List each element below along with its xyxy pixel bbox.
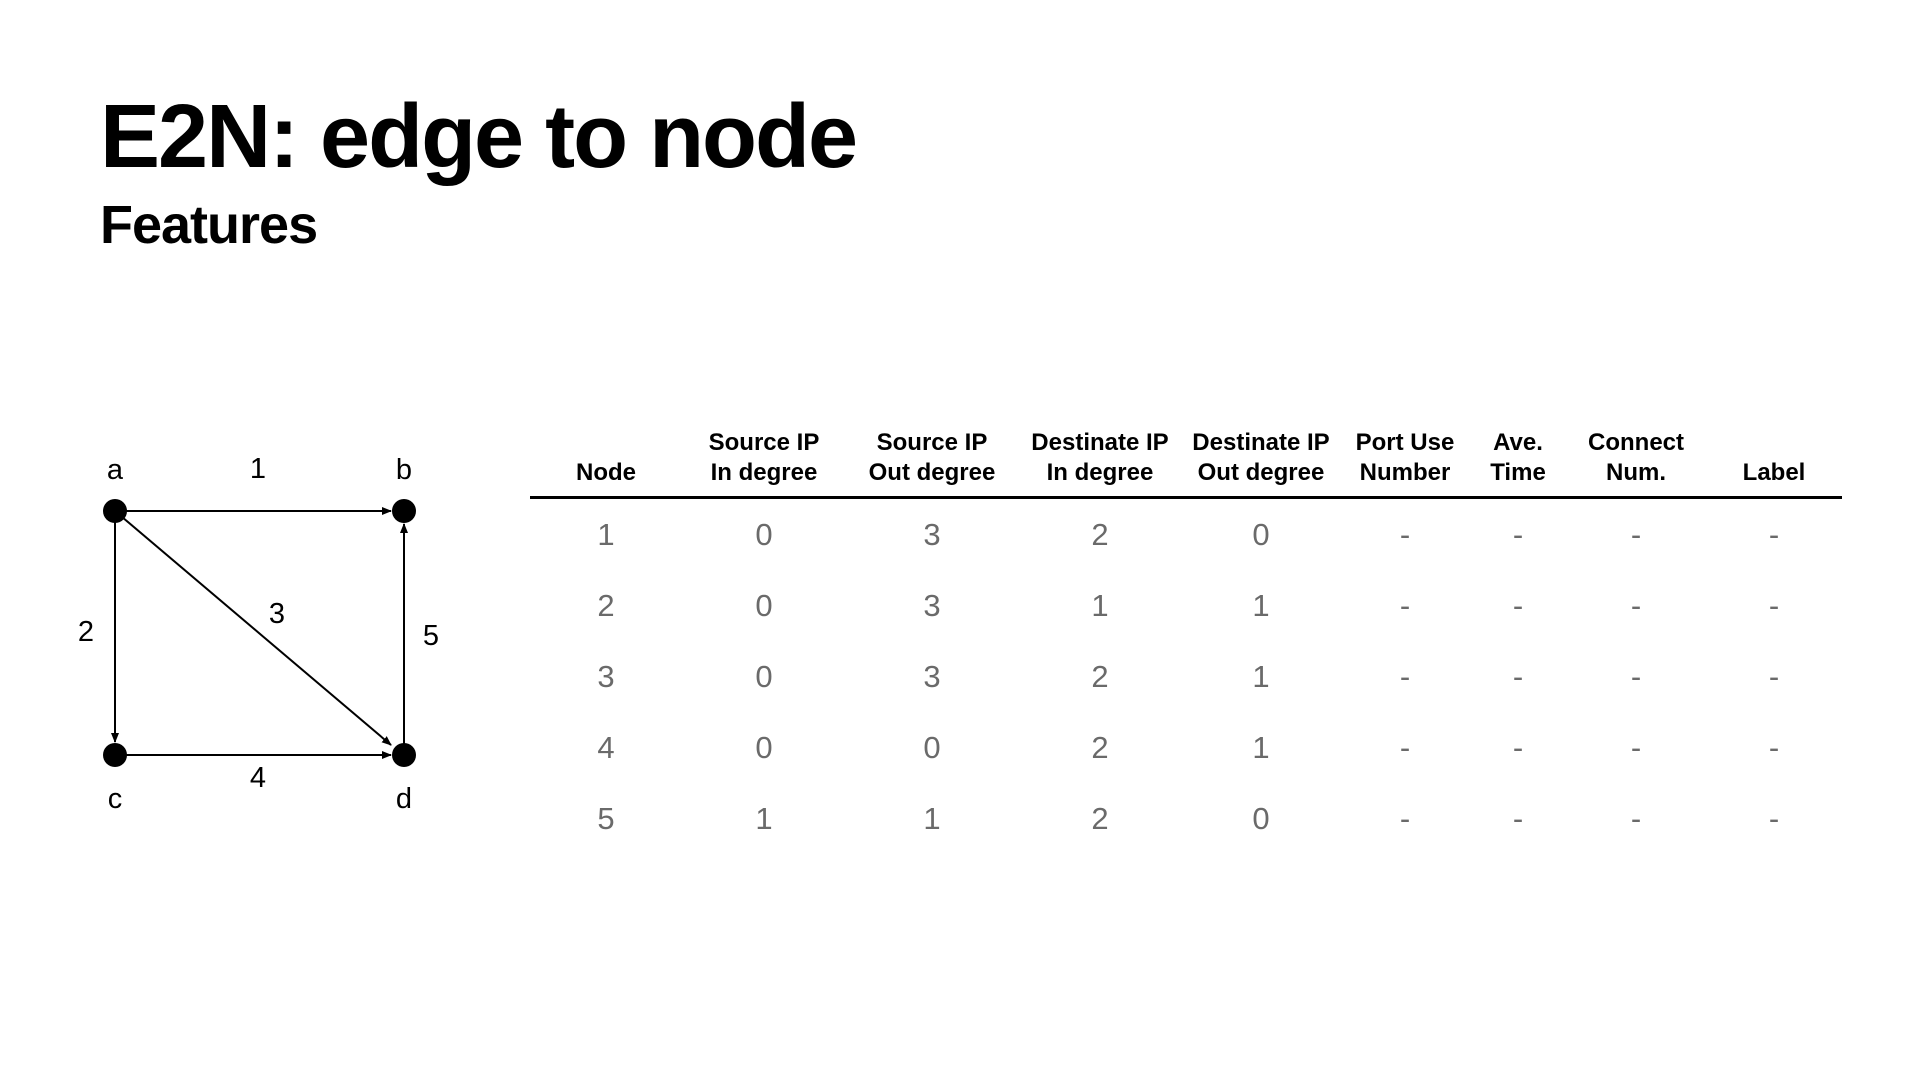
node-label-a: a: [107, 454, 124, 486]
edge-3-line: [114, 510, 392, 746]
node-c: [103, 743, 127, 767]
col-header-node: Node: [530, 428, 682, 499]
table-cell: -: [1768, 587, 1780, 623]
table-cell: 2: [1091, 516, 1109, 552]
table-cell: 1: [755, 800, 773, 836]
table-cell: -: [1512, 729, 1524, 765]
table-cell: -: [1512, 587, 1524, 623]
slide-title: E2N: edge to node: [100, 87, 858, 187]
table-row: 1 0 3 2 0 - - - -: [530, 498, 1842, 571]
table-cell: 2: [597, 587, 615, 623]
table-cell: 0: [755, 658, 773, 694]
table-cell: -: [1512, 658, 1524, 694]
node-label-c: c: [108, 783, 123, 815]
edge-label-3: 3: [269, 598, 285, 630]
table-cell: -: [1630, 658, 1642, 694]
col-header-destinate-ip-in-degree: Destinate IP In degree: [1018, 428, 1182, 499]
table-cell: 1: [1252, 729, 1270, 765]
col-header-source-ip-in-degree: Source IP In degree: [682, 428, 846, 499]
graph-diagram: a b c d 1 2 3 4 5: [78, 453, 439, 815]
table-cell: 3: [923, 587, 941, 623]
table-row: 3 0 3 2 1 - - - -: [530, 641, 1842, 712]
table-cell: 1: [1091, 587, 1109, 623]
col-header-connect-num: Connect Num.: [1566, 428, 1706, 499]
node-b: [392, 499, 416, 523]
table-cell: -: [1512, 800, 1524, 836]
edge-label-5: 5: [423, 620, 439, 652]
table-cell: -: [1399, 658, 1411, 694]
table-cell: 3: [597, 658, 615, 694]
table-cell: -: [1768, 658, 1780, 694]
table-cell: 0: [755, 516, 773, 552]
table-cell: 2: [1091, 800, 1109, 836]
table-cell: -: [1630, 729, 1642, 765]
table-cell: 0: [755, 587, 773, 623]
table-cell: -: [1399, 516, 1411, 552]
node-d: [392, 743, 416, 767]
edge-label-2: 2: [78, 616, 94, 648]
table-cell: 0: [1252, 800, 1270, 836]
table-cell: 3: [923, 658, 941, 694]
table-cell: -: [1512, 516, 1524, 552]
node-label-d: d: [396, 783, 412, 815]
table-cell: 1: [597, 516, 615, 552]
table-cell: 2: [1091, 729, 1109, 765]
table-cell: -: [1768, 516, 1780, 552]
table-cell: 1: [1252, 587, 1270, 623]
col-header-port-use-number: Port Use Number: [1340, 428, 1470, 499]
table-cell: 0: [1252, 516, 1270, 552]
table-cell: 5: [597, 800, 615, 836]
table-cell: 2: [1091, 658, 1109, 694]
col-header-label: Label: [1706, 428, 1842, 499]
table-row: 2 0 3 1 1 - - - -: [530, 570, 1842, 641]
col-header-ave-time: Ave. Time: [1470, 428, 1566, 499]
node-a: [103, 499, 127, 523]
features-table: Node Source IP In degree Source IP Out deg…: [530, 428, 1842, 854]
table-cell: -: [1399, 729, 1411, 765]
table-cell: 4: [597, 729, 615, 765]
table-cell: 0: [923, 729, 941, 765]
table-cell: 1: [923, 800, 941, 836]
node-label-b: b: [396, 454, 412, 486]
edge-label-4: 4: [250, 762, 266, 794]
table-cell: 3: [923, 516, 941, 552]
slide-subtitle: Features: [100, 195, 318, 255]
table-cell: -: [1399, 800, 1411, 836]
table-cell: 0: [755, 729, 773, 765]
table-cell: -: [1768, 729, 1780, 765]
table-cell: -: [1630, 800, 1642, 836]
table-cell: -: [1399, 587, 1411, 623]
table-cell: -: [1768, 800, 1780, 836]
col-header-destinate-ip-out-degree: Destinate IP Out degree: [1182, 428, 1340, 499]
table-row: 4 0 0 2 1 - - - -: [530, 712, 1842, 783]
table-cell: -: [1630, 587, 1642, 623]
table-header-row: Node Source IP In degree Source IP Out deg…: [530, 428, 1842, 499]
edge-label-1: 1: [250, 453, 266, 485]
table-cell: -: [1630, 516, 1642, 552]
table-cell: 1: [1252, 658, 1270, 694]
col-header-source-ip-out-degree: Source IP Out degree: [846, 428, 1018, 499]
table-row: 5 1 1 2 0 - - - -: [530, 783, 1842, 854]
